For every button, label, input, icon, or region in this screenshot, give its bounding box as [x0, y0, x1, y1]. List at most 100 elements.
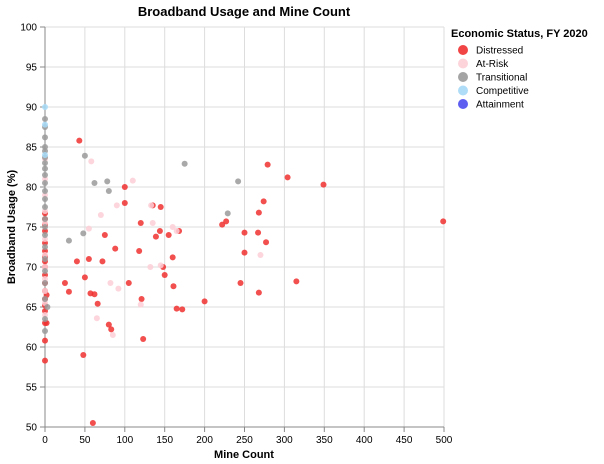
data-point — [42, 296, 48, 302]
data-point — [138, 296, 145, 302]
data-point — [284, 174, 291, 181]
legend-swatch — [458, 99, 468, 109]
data-point — [101, 232, 108, 238]
data-point — [42, 268, 48, 274]
axes: 0 50 100 150 200 250 300 350 400 450 500 50 55 60 65 70… — [20, 23, 452, 447]
data-point — [223, 218, 230, 225]
y-axis-title: Broadband Usage (%) — [6, 170, 18, 285]
grid — [44, 26, 445, 428]
y-tick-label: 85 — [26, 143, 38, 154]
chart-title: Broadband Usage and Mine Count — [138, 4, 351, 19]
data-point — [42, 316, 48, 322]
x-tick-label: 300 — [276, 435, 293, 446]
data-point — [129, 177, 136, 184]
data-point — [235, 178, 242, 185]
data-point — [42, 216, 48, 222]
data-point — [105, 188, 112, 194]
data-point — [263, 239, 270, 246]
data-point — [42, 160, 48, 166]
data-point — [91, 180, 98, 186]
legend-swatch — [458, 85, 468, 96]
data-point — [42, 165, 48, 172]
y-tick-label: 50 — [26, 423, 38, 434]
data-point — [137, 220, 144, 226]
data-point — [108, 326, 115, 333]
data-points — [42, 104, 447, 426]
x-tick-label: 100 — [116, 435, 133, 446]
data-point — [44, 304, 51, 310]
data-point — [42, 256, 48, 262]
legend-label: Transitional — [476, 73, 527, 84]
data-point — [148, 202, 155, 209]
data-point — [255, 289, 262, 296]
data-point — [293, 278, 300, 285]
data-point — [173, 228, 180, 234]
x-tick-label: 350 — [316, 435, 333, 446]
data-point — [42, 328, 48, 334]
data-point — [42, 134, 48, 141]
legend-swatch — [458, 45, 468, 55]
data-point — [97, 212, 104, 218]
data-point — [42, 196, 48, 202]
legend-item: At-Risk — [458, 58, 509, 70]
data-point — [80, 230, 87, 237]
data-point — [121, 184, 128, 190]
legend-swatch — [458, 72, 468, 82]
legend-item: Competitive — [458, 85, 529, 97]
data-point — [161, 272, 168, 278]
x-tick-label: 400 — [356, 435, 373, 446]
data-point — [42, 104, 48, 110]
data-point — [42, 188, 48, 194]
data-point — [99, 258, 106, 265]
data-point — [156, 228, 163, 234]
data-point — [147, 264, 154, 270]
data-point — [42, 288, 48, 294]
data-point — [93, 315, 100, 322]
data-point — [137, 301, 144, 308]
y-tick-label: 90 — [26, 103, 38, 114]
x-tick-label: 500 — [436, 435, 453, 446]
y-tick-label: 80 — [26, 183, 38, 194]
data-point — [157, 262, 164, 269]
data-point — [173, 305, 180, 312]
data-point — [61, 280, 68, 286]
y-tick-label: 95 — [26, 63, 38, 74]
y-tick-label: 100 — [20, 23, 37, 34]
data-point — [149, 220, 156, 226]
legend-swatch — [458, 58, 468, 69]
data-point — [152, 233, 159, 240]
data-point — [260, 198, 267, 205]
data-point — [104, 178, 111, 185]
data-point — [42, 116, 48, 122]
data-point — [170, 283, 177, 290]
data-point — [65, 237, 72, 244]
data-point — [255, 209, 262, 216]
legend: Economic Status, FY 2020 Distressed At-Ri… — [451, 28, 588, 111]
x-tick-label: 0 — [42, 435, 48, 446]
data-point — [179, 306, 186, 313]
data-point — [165, 232, 172, 238]
data-point — [42, 180, 48, 186]
data-point — [42, 232, 48, 238]
data-point — [169, 224, 176, 230]
data-point — [42, 121, 48, 128]
y-tick-label: 60 — [26, 343, 38, 354]
data-point — [241, 229, 248, 236]
x-tick-label: 250 — [236, 435, 253, 446]
legend-title: Economic Status, FY 2020 — [451, 28, 588, 40]
data-point — [73, 258, 80, 265]
data-point — [85, 225, 92, 232]
data-point — [42, 357, 48, 364]
data-point — [81, 274, 88, 281]
data-point — [42, 204, 48, 210]
data-point — [42, 152, 48, 158]
data-point — [224, 210, 231, 217]
data-point — [76, 137, 83, 144]
data-point — [257, 252, 264, 258]
x-tick-label: 50 — [79, 435, 91, 446]
data-point — [42, 224, 48, 230]
series-at-risk — [42, 156, 264, 338]
data-point — [109, 332, 116, 338]
legend-label: Distressed — [476, 46, 523, 57]
data-point — [125, 280, 132, 286]
